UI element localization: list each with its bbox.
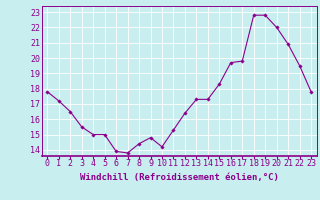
X-axis label: Windchill (Refroidissement éolien,°C): Windchill (Refroidissement éolien,°C) bbox=[80, 173, 279, 182]
